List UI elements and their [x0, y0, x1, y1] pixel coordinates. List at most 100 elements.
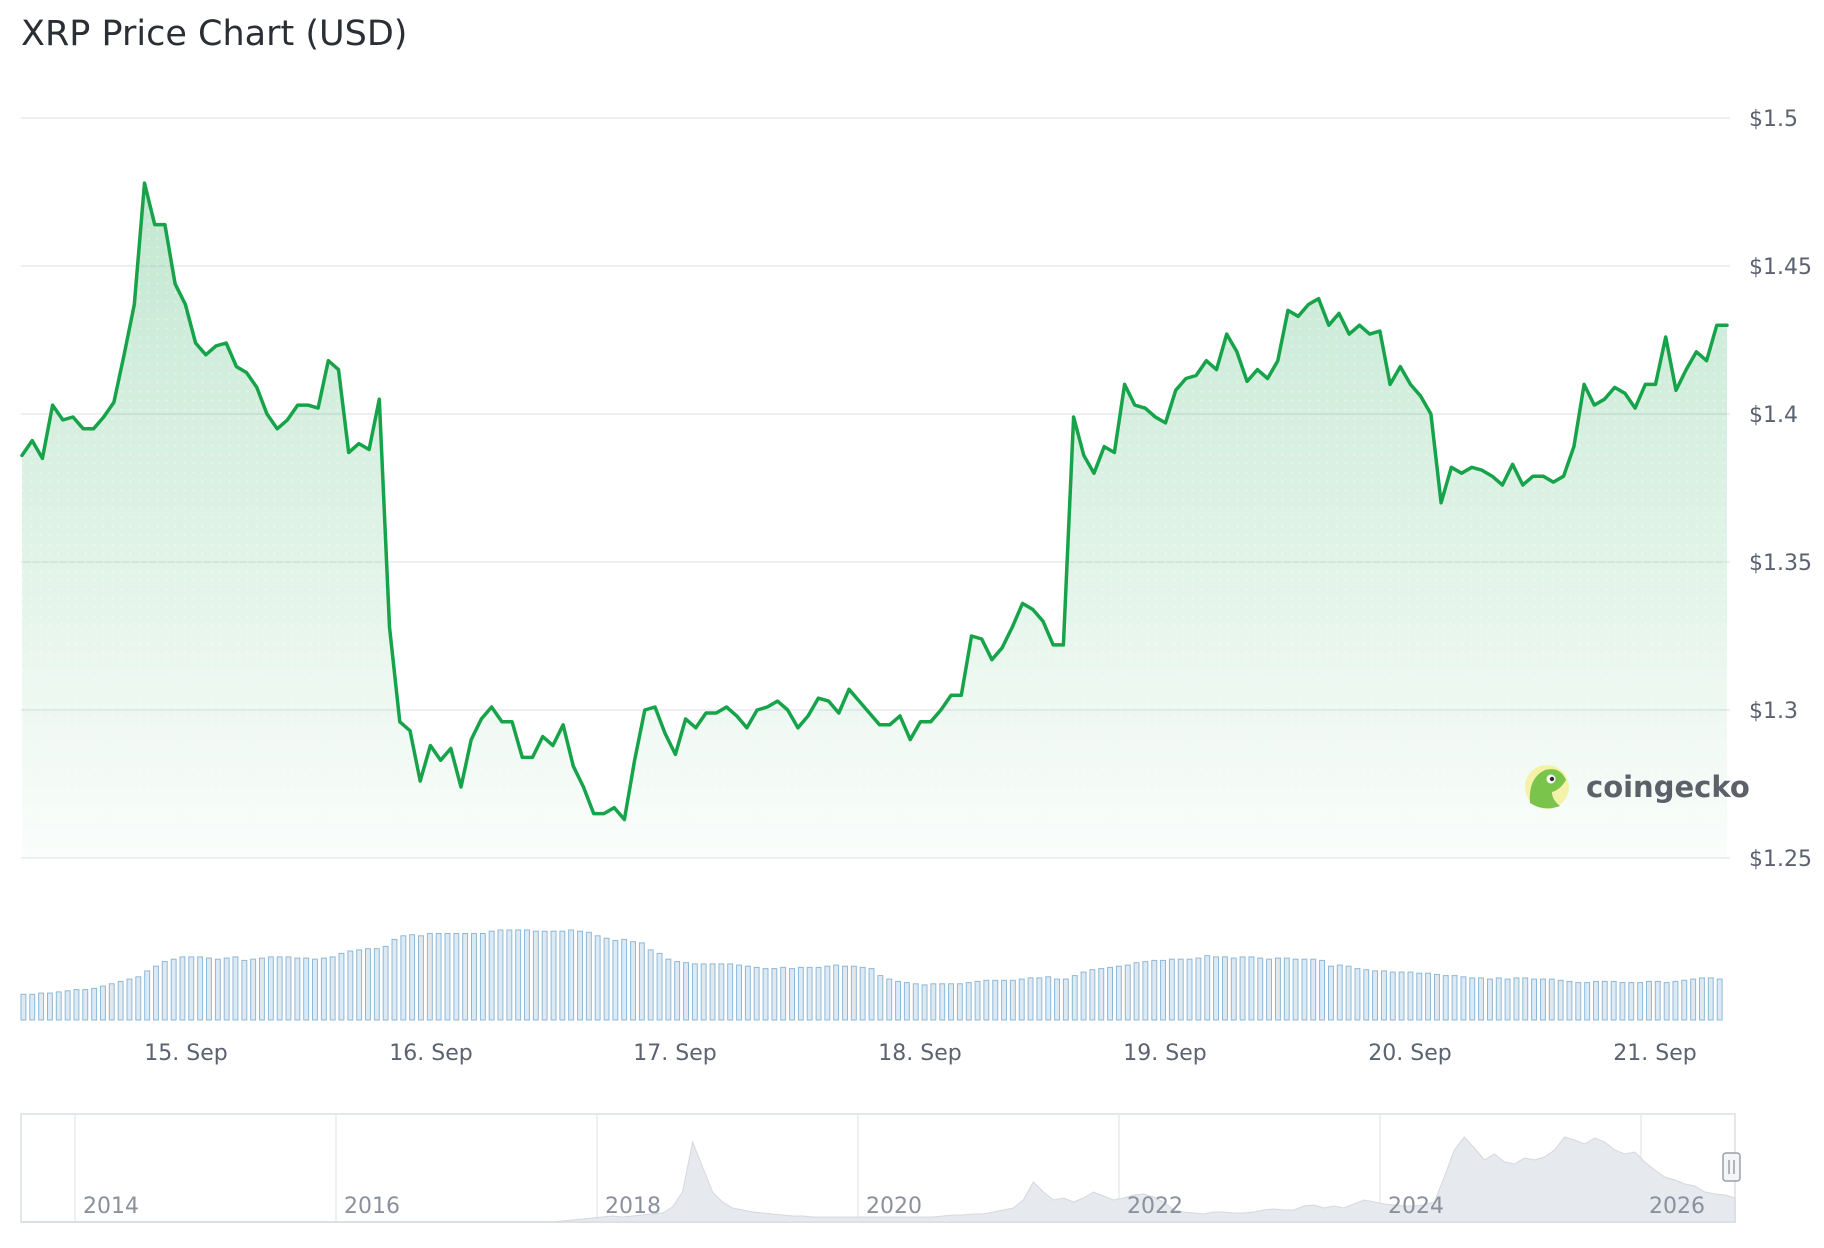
navigator-handle[interactable]	[1722, 1152, 1741, 1182]
volume-bar	[1637, 982, 1644, 1021]
volume-bar	[1071, 975, 1078, 1021]
volume-bar	[815, 966, 822, 1021]
volume-bar	[674, 961, 681, 1021]
volume-bar	[338, 952, 345, 1021]
volume-bar	[744, 965, 751, 1021]
volume-bar	[241, 959, 248, 1021]
volume-bar	[1009, 979, 1016, 1021]
price-line[interactable]	[20, 181, 1729, 822]
volume-bar	[444, 933, 451, 1021]
volume-bar	[974, 980, 981, 1021]
volume-bar	[506, 929, 513, 1021]
volume-bar	[771, 968, 778, 1021]
x-tick-label: 18. Sep	[878, 1041, 961, 1066]
volume-bar	[1707, 977, 1714, 1021]
volume-bar	[1601, 980, 1608, 1021]
volume-bar	[665, 958, 672, 1021]
volume-bar	[806, 966, 813, 1021]
volume-bar	[1363, 969, 1370, 1021]
volume-bar	[64, 990, 71, 1021]
volume-bar	[1566, 980, 1573, 1021]
navigator-year-label: 2020	[866, 1194, 922, 1219]
volume-bar	[55, 991, 62, 1021]
volume-bar	[736, 964, 742, 1021]
volume-bar	[1275, 957, 1281, 1021]
volume-bar	[320, 957, 327, 1021]
volume-bar	[197, 956, 204, 1021]
volume-bar	[91, 987, 98, 1021]
volume-bar	[1177, 958, 1184, 1021]
navigator-year-label: 2024	[1388, 1194, 1444, 1219]
volume-bar	[683, 962, 689, 1021]
volume-bar	[956, 983, 963, 1021]
volume-bar	[992, 979, 999, 1021]
volume-bar	[426, 933, 433, 1021]
volume-bar	[1699, 977, 1705, 1021]
volume-bar	[1142, 961, 1149, 1021]
volume-bar	[859, 966, 866, 1021]
volume-bar	[877, 975, 884, 1021]
volume-bar	[1425, 972, 1431, 1021]
navigator[interactable]: 2014 2016 2018 2020 2022 2024 2026	[20, 1113, 1741, 1223]
volume-bar	[762, 968, 769, 1021]
volume-bar	[850, 965, 857, 1021]
volume-bar	[223, 957, 230, 1021]
volume-bar	[170, 958, 177, 1021]
volume-bar	[29, 993, 36, 1021]
volume-bar	[1230, 957, 1237, 1021]
volume-bar	[188, 956, 195, 1021]
volume-bar	[886, 978, 893, 1021]
volume-bar	[1239, 956, 1246, 1021]
volume-bar	[285, 956, 292, 1021]
volume-bar	[418, 935, 424, 1021]
volume-bar	[259, 957, 265, 1021]
volume-bar	[1619, 982, 1626, 1021]
chart-title: XRP Price Chart (USD)	[21, 14, 408, 54]
volume-bar	[1186, 958, 1193, 1021]
volume-bar	[1398, 971, 1405, 1021]
volume-bar	[638, 942, 645, 1021]
volume-bar	[1654, 980, 1661, 1021]
volume-bar	[479, 933, 486, 1021]
x-tick-label: 20. Sep	[1368, 1041, 1451, 1066]
volume-bar	[1213, 956, 1219, 1021]
volume-bar	[117, 980, 124, 1021]
volume-bar	[179, 956, 186, 1021]
navigator-year-label: 2014	[83, 1194, 139, 1219]
navigator-year-label: 2018	[605, 1194, 661, 1219]
volume-bar	[38, 992, 45, 1021]
volume-bar	[1548, 978, 1555, 1021]
volume-bar	[789, 968, 795, 1021]
volume-bar	[1628, 982, 1635, 1021]
volume-bar	[1663, 982, 1670, 1021]
volume-bar	[276, 956, 283, 1021]
y-tick-label: $1.3	[1749, 699, 1798, 724]
volume-bar	[1089, 969, 1096, 1021]
volume-bar	[1080, 971, 1087, 1021]
volume-bar	[1160, 959, 1166, 1021]
volume-bar	[1222, 956, 1228, 1021]
volume-bar	[1310, 958, 1317, 1021]
volume-bar	[1575, 982, 1582, 1021]
volume-bar	[577, 930, 583, 1021]
volume-bar	[20, 993, 27, 1021]
navigator-area	[21, 1136, 1736, 1223]
volume-bar	[1027, 977, 1034, 1021]
volume-bar	[135, 976, 142, 1021]
volume-bar	[524, 929, 530, 1021]
volume-bar	[842, 965, 848, 1021]
volume-bar	[1381, 970, 1387, 1021]
y-tick-label: $1.4	[1749, 403, 1798, 428]
volume-bar	[356, 949, 363, 1021]
volume-bar	[930, 983, 937, 1021]
volume-bar	[144, 970, 151, 1021]
volume-bar	[382, 945, 389, 1021]
volume-bar	[108, 983, 115, 1021]
volume-bar	[1001, 979, 1007, 1021]
volume-bar	[1354, 968, 1361, 1021]
navigator-year-label: 2016	[344, 1194, 400, 1219]
volume-bar	[462, 933, 469, 1021]
volume-bar	[1018, 978, 1025, 1021]
volume-bar	[1646, 980, 1652, 1021]
